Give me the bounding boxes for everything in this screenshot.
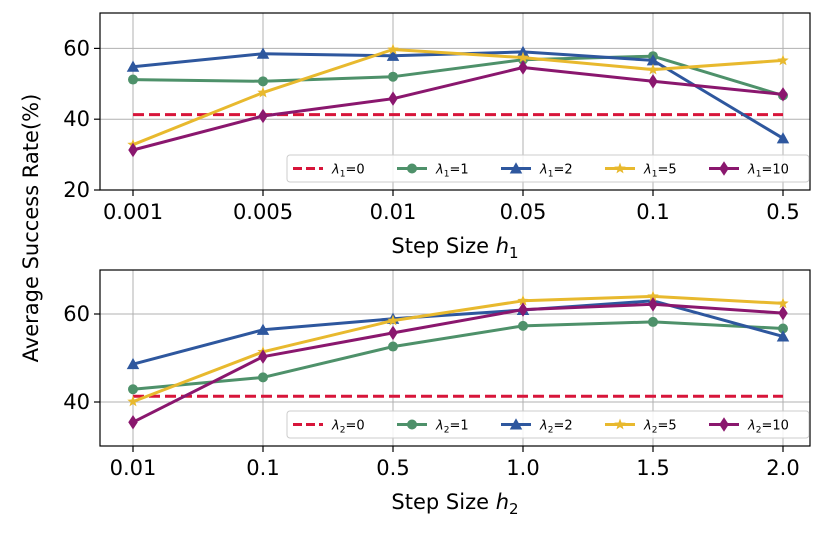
data-point — [517, 294, 529, 306]
data-point — [127, 395, 139, 407]
data-point — [518, 320, 528, 331]
legend-label: λ2=2 — [539, 419, 573, 436]
y-axis-label: Average Success Rate(%) — [19, 94, 43, 363]
x-tick-label: 2.0 — [766, 456, 799, 480]
legend-label: λ2=10 — [747, 419, 789, 436]
legend-swatch-marker — [614, 418, 626, 430]
data-point — [646, 54, 660, 66]
x-tick-label: 0.01 — [110, 456, 157, 480]
data-point — [778, 305, 788, 321]
x-tick-label: 0.001 — [103, 200, 163, 224]
data-point — [648, 316, 658, 327]
series-line — [131, 302, 785, 424]
x-tick-label: 0.5 — [376, 456, 409, 480]
series-line — [131, 66, 785, 152]
legend-label: λ1=1 — [435, 163, 469, 180]
x-axis-label: Step Size h2 — [391, 490, 518, 518]
legend-swatch-marker — [509, 418, 523, 430]
data-point — [258, 108, 268, 124]
data-point — [258, 349, 268, 364]
y-tick-label: 20 — [63, 178, 90, 202]
x-tick-label: 0.005 — [233, 200, 293, 224]
data-point — [257, 86, 269, 98]
legend-label: λ1=0 — [331, 163, 365, 180]
data-point — [258, 372, 268, 383]
y-tick-label: 60 — [63, 302, 90, 326]
series-line — [131, 54, 785, 97]
y-tick-label: 40 — [63, 390, 90, 414]
legend-swatch-marker — [407, 163, 417, 174]
data-point — [126, 357, 140, 370]
y-tick-label: 40 — [63, 107, 90, 131]
legend-box — [286, 410, 810, 439]
data-point — [517, 51, 529, 63]
x-tick-label: 1.0 — [506, 456, 539, 480]
data-point — [126, 60, 140, 72]
data-point — [518, 302, 528, 317]
data-point — [518, 60, 528, 75]
legend-label: λ2=1 — [435, 419, 469, 436]
y-tick-label: 60 — [63, 36, 90, 60]
x-tick-label: 0.05 — [500, 200, 547, 224]
legend-label: λ1=5 — [643, 163, 677, 180]
data-point — [128, 74, 138, 85]
data-point — [778, 87, 788, 102]
series-line — [131, 320, 785, 391]
data-point — [516, 45, 530, 57]
x-tick-label: 0.1 — [636, 200, 669, 224]
panel-1: 0.001 0.005 0.01 0.05 0.1 0.5 20 40 60 Step Size … — [63, 12, 811, 262]
legend-box — [286, 154, 810, 183]
data-point — [648, 74, 658, 89]
legend-swatch-marker — [509, 162, 523, 174]
axes-frame — [99, 12, 811, 191]
data-point — [128, 414, 138, 430]
data-point — [778, 323, 788, 334]
data-point — [388, 91, 398, 106]
data-point — [647, 63, 659, 75]
data-point — [648, 297, 658, 312]
x-tick-label: 0.01 — [370, 200, 417, 224]
data-point — [387, 43, 399, 55]
legend-swatch-marker — [719, 417, 729, 432]
data-point — [128, 384, 138, 395]
data-point — [386, 49, 400, 61]
data-point — [776, 132, 790, 144]
legend-label: λ1=2 — [539, 163, 573, 180]
data-point — [388, 325, 398, 341]
series-line — [131, 48, 785, 147]
x-axis-label: Step Size h1 — [391, 234, 518, 262]
data-point — [128, 142, 138, 158]
axes-frame — [99, 269, 811, 447]
legend-swatch-marker — [407, 419, 417, 430]
x-tick-label: 0.1 — [246, 456, 279, 480]
data-point — [256, 47, 270, 59]
legend-label: λ1=10 — [747, 163, 789, 180]
data-point — [647, 290, 659, 302]
data-point — [777, 297, 789, 309]
data-point — [388, 71, 398, 82]
data-point — [388, 341, 398, 352]
series-line — [131, 294, 785, 404]
legend-label: λ2=0 — [331, 419, 365, 436]
data-point — [387, 314, 399, 326]
legend-swatch-marker — [614, 162, 626, 174]
legend-label: λ2=5 — [643, 419, 677, 436]
legend: λ2=0 λ2=1 λ2=2 λ2=5 λ2=10 — [286, 410, 810, 439]
legend: λ1=0 λ1=1 λ1=2 λ1=5 λ1=10 — [286, 154, 810, 183]
data-point — [776, 330, 790, 342]
x-tick-label: 0.5 — [766, 200, 799, 224]
data-point — [777, 54, 789, 66]
data-point — [258, 76, 268, 87]
legend-swatch-marker — [719, 161, 729, 176]
x-tick-label: 1.5 — [636, 456, 669, 480]
data-point — [256, 323, 270, 335]
